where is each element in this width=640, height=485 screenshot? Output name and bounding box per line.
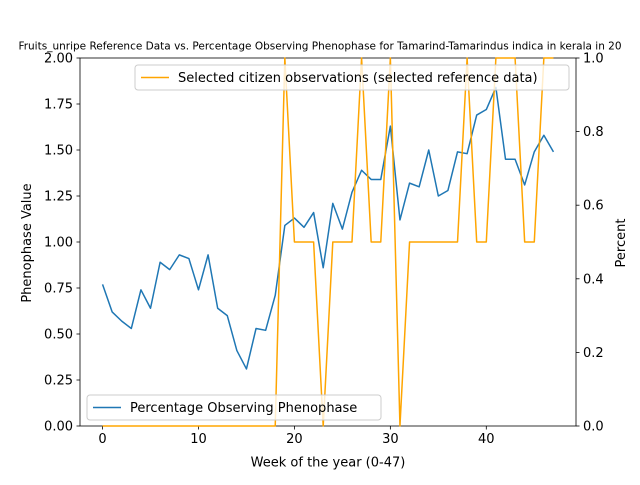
legend-percentage-observing-label: Percentage Observing Phenophase <box>130 401 357 416</box>
y-tick-label-left: 2.00 <box>44 52 73 67</box>
legend-citizen-observations: Selected citizen observations (selected … <box>134 64 570 91</box>
y-tick-label-left: 1.25 <box>44 190 73 205</box>
x-tick-label: 40 <box>478 432 495 447</box>
y-tick-label-right: 0.2 <box>583 346 604 361</box>
y-axis-label-right: Percent <box>614 219 629 268</box>
x-tick-label: 20 <box>286 432 303 447</box>
legend-citizen-observations-label: Selected citizen observations (selected … <box>178 71 538 86</box>
legend-percentage-observing-box <box>86 394 382 421</box>
x-tick-label: 0 <box>98 432 106 447</box>
chart-title: Fruits_unripe Reference Data vs. Percent… <box>18 41 621 53</box>
y-tick-label-left: 0.75 <box>44 282 73 297</box>
y-tick-label-left: 0.00 <box>44 420 73 435</box>
y-tick-label-right: 0.6 <box>583 199 604 214</box>
series-line-citizen-observations <box>102 57 554 427</box>
x-tick-label: 10 <box>190 432 207 447</box>
legend-citizen-observations-box <box>134 64 570 91</box>
y-tick-label-right: 1.0 <box>583 52 604 67</box>
y-tick-label-right: 0.8 <box>583 125 604 140</box>
y-tick-label-left: 0.25 <box>44 374 73 389</box>
y-tick-label-right: 0.0 <box>583 420 604 435</box>
y-tick-label-left: 1.75 <box>44 98 73 113</box>
y-tick-label-left: 1.50 <box>44 144 73 159</box>
y-tick-label-right: 0.4 <box>583 272 604 287</box>
series-line-percentage-observing <box>101 86 555 370</box>
y-tick-label-left: 0.50 <box>44 328 73 343</box>
axes-layer: 0 10 20 30 40 0.00 0.25 0.50 0.75 1.00 1.25 1.50 1.7… <box>44 52 604 448</box>
legend-layer: Selected citizen observations (selected … <box>86 64 570 421</box>
legend-percentage-observing: Percentage Observing Phenophase <box>86 394 382 421</box>
x-tick-label: 30 <box>382 432 399 447</box>
y-tick-label-left: 1.00 <box>44 236 73 251</box>
y-axis-label-left: Phenophase Value <box>20 183 35 302</box>
x-axis-label: Week of the year (0-47) <box>251 456 406 471</box>
plot-layer <box>101 57 555 427</box>
